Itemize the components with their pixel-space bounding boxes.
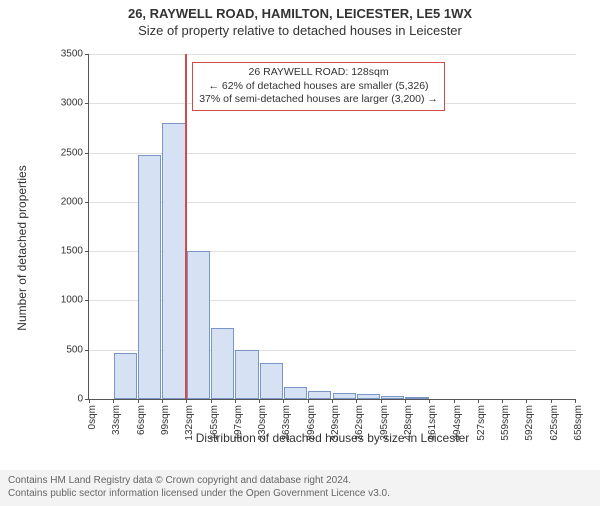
- x-tick-label: 230sqm: [257, 405, 268, 441]
- x-tick-label: 658sqm: [573, 405, 584, 441]
- y-tick-label: 2500: [61, 147, 89, 158]
- histogram-bar: [114, 353, 137, 399]
- x-tick-label: 329sqm: [330, 405, 341, 441]
- x-tick-mark: [405, 399, 406, 403]
- x-tick-label: 362sqm: [354, 405, 365, 441]
- y-axis-label: Number of detached properties: [15, 165, 29, 330]
- x-tick-mark: [454, 399, 455, 403]
- x-tick-label: 461sqm: [427, 405, 438, 441]
- footer: Contains HM Land Registry data © Crown c…: [0, 470, 600, 506]
- x-tick-label: 132sqm: [184, 405, 195, 441]
- info-box: 26 RAYWELL ROAD: 128sqm← 62% of detached…: [192, 62, 445, 111]
- property-marker-line: [185, 54, 187, 399]
- x-tick-mark: [283, 399, 284, 403]
- histogram-bar: [260, 363, 283, 399]
- chart-container: Number of detached properties Distributi…: [40, 50, 580, 446]
- y-tick-label: 1000: [61, 295, 89, 306]
- x-tick-mark: [356, 399, 357, 403]
- x-tick-label: 165sqm: [209, 405, 220, 441]
- x-tick-label: 99sqm: [160, 405, 171, 435]
- x-tick-mark: [478, 399, 479, 403]
- x-tick-mark: [186, 399, 187, 403]
- histogram-bar: [187, 251, 210, 399]
- histogram-bar: [405, 397, 428, 399]
- info-box-line: 37% of semi-detached houses are larger (…: [199, 93, 438, 107]
- histogram-bar: [357, 394, 380, 399]
- x-tick-mark: [332, 399, 333, 403]
- histogram-bar: [138, 155, 161, 399]
- x-tick-label: 33sqm: [111, 405, 122, 435]
- y-tick-label: 1500: [61, 246, 89, 257]
- histogram-bar: [333, 393, 356, 399]
- x-tick-label: 428sqm: [403, 405, 414, 441]
- x-tick-label: 296sqm: [306, 405, 317, 441]
- y-tick-label: 0: [77, 394, 89, 405]
- x-tick-label: 66sqm: [136, 405, 147, 435]
- histogram-bar: [211, 328, 234, 399]
- x-tick-label: 395sqm: [379, 405, 390, 441]
- x-tick-mark: [162, 399, 163, 403]
- info-box-line: ← 62% of detached houses are smaller (5,…: [199, 80, 438, 94]
- plot-area: Distribution of detached houses by size …: [88, 54, 576, 400]
- page-title-main: 26, RAYWELL ROAD, HAMILTON, LEICESTER, L…: [0, 6, 600, 21]
- y-tick-label: 3500: [61, 49, 89, 60]
- gridline: [89, 54, 576, 55]
- y-tick-label: 500: [66, 344, 89, 355]
- x-tick-label: 197sqm: [233, 405, 244, 441]
- footer-line1: Contains HM Land Registry data © Crown c…: [8, 474, 592, 487]
- x-tick-mark: [211, 399, 212, 403]
- x-tick-mark: [138, 399, 139, 403]
- histogram-bar: [162, 123, 185, 399]
- x-tick-mark: [575, 399, 576, 403]
- histogram-bar: [308, 391, 331, 399]
- x-tick-label: 559sqm: [500, 405, 511, 441]
- histogram-bar: [381, 396, 404, 399]
- y-tick-label: 2000: [61, 196, 89, 207]
- x-tick-mark: [429, 399, 430, 403]
- x-tick-mark: [526, 399, 527, 403]
- x-tick-mark: [308, 399, 309, 403]
- x-tick-mark: [551, 399, 552, 403]
- footer-line2: Contains public sector information licen…: [8, 487, 592, 500]
- x-tick-mark: [259, 399, 260, 403]
- x-tick-label: 263sqm: [281, 405, 292, 441]
- x-tick-label: 0sqm: [87, 405, 98, 429]
- info-box-line: 26 RAYWELL ROAD: 128sqm: [199, 66, 438, 80]
- x-tick-mark: [502, 399, 503, 403]
- x-tick-label: 625sqm: [549, 405, 560, 441]
- histogram-bar: [284, 387, 307, 399]
- y-tick-label: 3000: [61, 98, 89, 109]
- x-tick-mark: [381, 399, 382, 403]
- x-tick-mark: [235, 399, 236, 403]
- page-title-sub: Size of property relative to detached ho…: [0, 23, 600, 38]
- x-tick-label: 494sqm: [452, 405, 463, 441]
- histogram-bar: [235, 350, 258, 399]
- x-tick-label: 527sqm: [476, 405, 487, 441]
- x-tick-mark: [89, 399, 90, 403]
- x-tick-mark: [113, 399, 114, 403]
- x-tick-label: 592sqm: [524, 405, 535, 441]
